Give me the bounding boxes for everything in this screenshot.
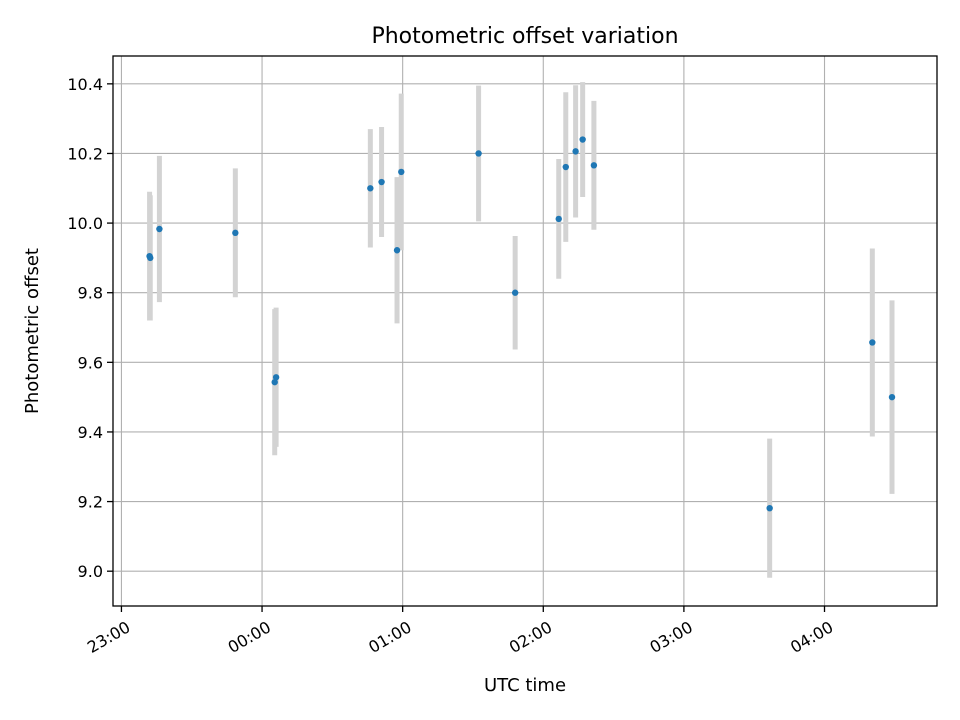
- x-tick-label: 23:00: [84, 617, 133, 657]
- data-point: [888, 393, 896, 401]
- x-tick-label: 02:00: [506, 617, 555, 657]
- y-tick-label: 10.4: [67, 75, 103, 94]
- data-points: [146, 136, 896, 512]
- x-tick-label: 01:00: [365, 617, 414, 657]
- data-point: [511, 289, 519, 296]
- y-tick-label: 9.2: [78, 493, 103, 512]
- data-point: [590, 162, 598, 169]
- data-point: [156, 225, 163, 233]
- data-point: [147, 254, 154, 262]
- y-tick-label: 10.0: [67, 214, 103, 233]
- plot-frame: [112, 55, 938, 607]
- data-point: [232, 229, 239, 237]
- error-bars: [147, 82, 895, 578]
- y-axis-label: Photometric offset: [22, 248, 43, 414]
- y-tick-label: 9.6: [78, 353, 103, 372]
- data-point: [562, 163, 569, 171]
- data-point: [271, 378, 278, 386]
- x-tick-label: 04:00: [787, 617, 836, 657]
- axis-ticks: 23:00 00:00 01:00 02:00 03:00 04:00 9.0 9.2 9.4 9…: [67, 75, 836, 657]
- data-point: [393, 247, 401, 254]
- data-point: [869, 339, 876, 346]
- data-point: [272, 374, 280, 381]
- data-point: [766, 504, 773, 512]
- y-tick-label: 9.8: [78, 284, 103, 303]
- data-point: [398, 168, 405, 176]
- y-tick-label: 10.2: [67, 144, 103, 163]
- data-point: [475, 150, 482, 157]
- data-point: [378, 178, 385, 186]
- data-point: [367, 185, 374, 192]
- data-point: [572, 148, 579, 155]
- data-point: [555, 215, 562, 223]
- data-point: [579, 136, 586, 143]
- y-tick-label: 9.4: [78, 423, 103, 442]
- grid-lines: [113, 56, 937, 606]
- y-tick-label: 9.0: [78, 562, 103, 581]
- chart-title: Photometric offset variation: [371, 24, 678, 49]
- x-tick-label: 03:00: [646, 617, 695, 657]
- x-tick-label: 00:00: [225, 617, 274, 657]
- x-axis-label: UTC time: [484, 675, 566, 696]
